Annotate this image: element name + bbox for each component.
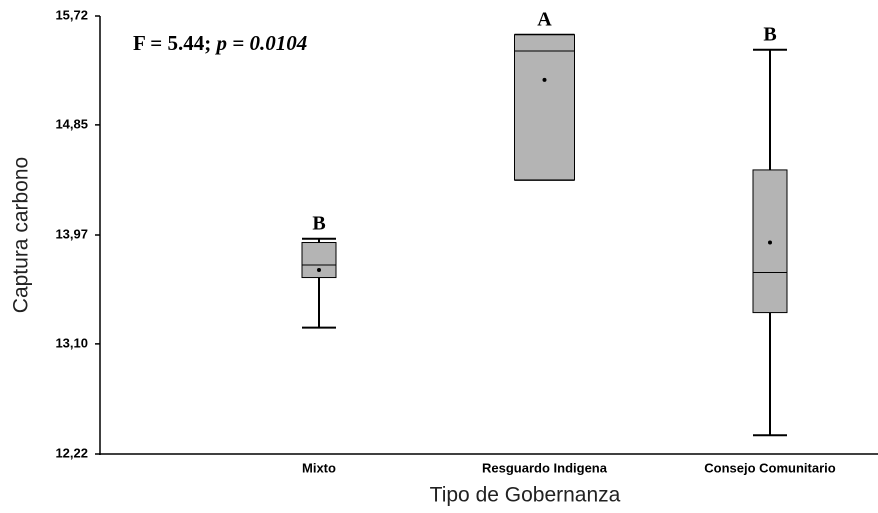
group-letter: B xyxy=(763,23,776,45)
y-tick-label: 14,85 xyxy=(55,116,88,131)
x-tick-label: Mixto xyxy=(302,460,336,475)
group-letter: A xyxy=(537,8,552,30)
y-axis-title: Captura carbono xyxy=(10,157,33,313)
y-tick-label: 13,10 xyxy=(55,335,88,350)
mean xyxy=(317,268,321,273)
box xyxy=(514,34,575,181)
annotation-p-value: = 0.0104 xyxy=(232,31,307,55)
annotation-p: p xyxy=(215,31,228,55)
group-letter: B xyxy=(312,212,325,234)
y-tick-label: 13,97 xyxy=(55,226,88,241)
mean xyxy=(542,77,547,82)
annotation: F = 5.44; p = 0.0104 xyxy=(133,31,307,55)
box xyxy=(301,242,337,279)
mean xyxy=(768,240,772,245)
x-axis-title: Tipo de Gobernanza xyxy=(430,484,621,507)
x-tick-label: Consejo Comunitario xyxy=(704,460,836,475)
annotation-stat: F = 5.44; xyxy=(133,31,211,55)
y-tick-label: 15,72 xyxy=(55,7,88,22)
y-tick-label: 12,22 xyxy=(55,445,88,460)
x-tick-label: Resguardo Indigena xyxy=(482,460,608,475)
